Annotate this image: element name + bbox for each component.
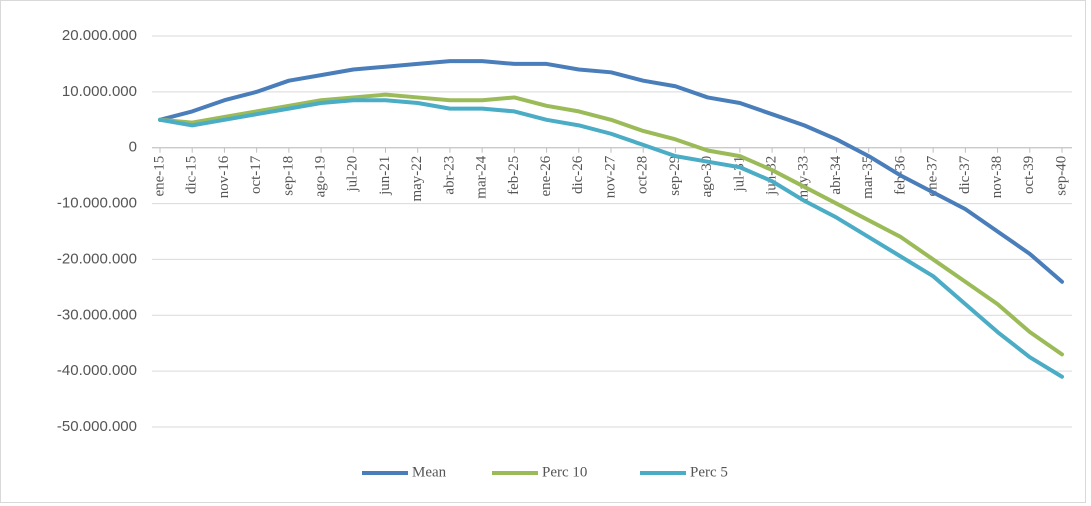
x-tick-label: feb-25 [506,156,522,195]
x-tick-label: mar-35 [860,156,876,199]
legend-label: Perc 10 [542,464,587,480]
x-tick-label: sep-18 [280,156,296,196]
x-tick-label: mar-24 [474,155,490,199]
x-tick-label: oct-39 [1021,156,1037,194]
x-tick-label: ago-30 [699,156,715,198]
x-tick-label: oct-17 [248,155,264,194]
legend-label: Perc 5 [690,464,728,480]
series-line [158,92,1064,357]
x-tick-label: jun-21 [377,156,393,196]
y-tick-label: -40.000.000 [57,362,137,379]
x-tick-label: jun-32 [764,156,780,196]
x-tick-label: jul-31 [731,156,747,193]
x-tick-label: sep-29 [667,156,683,196]
series-line [158,98,1064,379]
x-tick-label: may-33 [796,156,812,202]
x-tick-label: ene-37 [925,155,941,196]
legend-label: Mean [412,464,447,480]
x-tick-label: oct-28 [635,156,651,194]
x-tick-label: nov-16 [216,155,232,198]
x-tick-label: ene-26 [538,155,554,196]
y-tick-label: 0 [129,139,137,156]
y-tick-label: -50.000.000 [57,418,137,435]
x-tick-label: ene-15 [151,156,167,197]
x-tick-label: ago-19 [313,156,329,198]
x-tick-label: abr-34 [828,155,844,194]
x-tick-label: nov-27 [602,155,618,198]
x-tick-label: sep-40 [1053,156,1069,196]
x-tick-label: abr-23 [441,156,457,195]
x-tick-label: may-22 [409,156,425,202]
y-tick-label: 10.000.000 [62,83,137,100]
x-tick-label: dic-26 [570,155,586,194]
y-tick-label: -30.000.000 [57,306,137,323]
y-tick-label: 20.000.000 [62,27,137,44]
y-tick-label: -20.000.000 [57,250,137,267]
x-tick-label: dic-37 [957,155,973,194]
x-tick-label: nov-38 [989,156,1005,199]
x-tick-label: jul-20 [345,156,361,193]
y-tick-label: -10.000.000 [57,195,137,212]
series-line [158,59,1064,284]
x-tick-label: dic-15 [184,156,200,194]
